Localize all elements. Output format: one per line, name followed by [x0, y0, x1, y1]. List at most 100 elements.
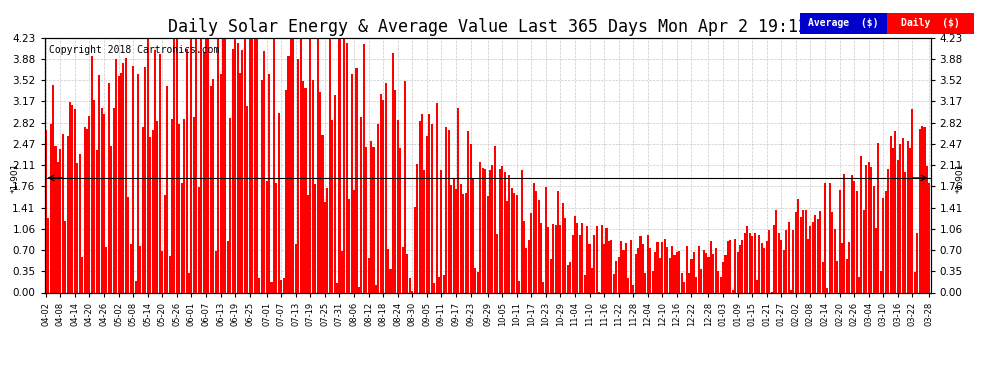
- Bar: [118, 76, 120, 292]
- Bar: [258, 278, 260, 292]
- Bar: [215, 251, 217, 292]
- Bar: [317, 38, 319, 292]
- Bar: [426, 136, 428, 292]
- Bar: [346, 43, 347, 292]
- Bar: [661, 242, 663, 292]
- Bar: [564, 218, 566, 292]
- Text: Average  ($): Average ($): [808, 18, 879, 28]
- Bar: [783, 250, 785, 292]
- Bar: [924, 127, 926, 292]
- Bar: [251, 38, 253, 292]
- Bar: [501, 165, 503, 292]
- Bar: [768, 230, 770, 292]
- Bar: [543, 282, 545, 292]
- Bar: [810, 226, 812, 292]
- Bar: [753, 233, 755, 292]
- Bar: [74, 109, 76, 292]
- Bar: [552, 224, 554, 292]
- Bar: [535, 190, 538, 292]
- Bar: [710, 241, 712, 292]
- Bar: [419, 121, 421, 292]
- Bar: [248, 38, 250, 292]
- Bar: [180, 183, 183, 292]
- Bar: [885, 191, 887, 292]
- Bar: [509, 176, 511, 292]
- Bar: [69, 102, 71, 292]
- Bar: [646, 235, 648, 292]
- Bar: [110, 146, 112, 292]
- Bar: [566, 265, 568, 292]
- Bar: [574, 216, 576, 292]
- Bar: [538, 200, 540, 292]
- Bar: [703, 250, 705, 292]
- Bar: [83, 126, 86, 292]
- Bar: [751, 236, 753, 292]
- Bar: [198, 187, 200, 292]
- Bar: [773, 225, 775, 292]
- Bar: [819, 211, 821, 292]
- Bar: [690, 259, 693, 292]
- Bar: [875, 228, 877, 292]
- Bar: [678, 252, 680, 292]
- Bar: [205, 38, 207, 292]
- Bar: [222, 38, 224, 292]
- Bar: [149, 137, 151, 292]
- Bar: [469, 144, 471, 292]
- Bar: [147, 38, 148, 292]
- Bar: [273, 38, 275, 292]
- Bar: [387, 249, 389, 292]
- Bar: [156, 121, 158, 292]
- Bar: [370, 141, 372, 292]
- Bar: [858, 277, 860, 292]
- Bar: [416, 164, 418, 292]
- Bar: [128, 197, 130, 292]
- Bar: [518, 281, 520, 292]
- Bar: [76, 163, 78, 292]
- Bar: [663, 239, 666, 292]
- Bar: [739, 245, 742, 292]
- Bar: [81, 256, 83, 292]
- Bar: [350, 75, 352, 292]
- Bar: [725, 255, 727, 292]
- Bar: [344, 38, 346, 292]
- Bar: [135, 281, 137, 292]
- Bar: [429, 114, 431, 292]
- Bar: [101, 108, 103, 292]
- Bar: [158, 54, 161, 292]
- Bar: [889, 136, 892, 292]
- Bar: [491, 165, 493, 292]
- Bar: [178, 123, 180, 292]
- Bar: [484, 169, 486, 292]
- Bar: [203, 52, 205, 292]
- Bar: [531, 213, 533, 292]
- Bar: [103, 114, 105, 292]
- Bar: [499, 169, 501, 292]
- Bar: [897, 160, 899, 292]
- Bar: [544, 187, 546, 292]
- Bar: [482, 168, 484, 292]
- Bar: [681, 273, 683, 292]
- Bar: [533, 183, 535, 292]
- Bar: [384, 83, 387, 292]
- Bar: [96, 150, 98, 292]
- Bar: [295, 244, 297, 292]
- Bar: [54, 146, 56, 292]
- Bar: [758, 236, 760, 292]
- Bar: [521, 171, 523, 292]
- Bar: [300, 38, 302, 292]
- Bar: [227, 241, 229, 292]
- Bar: [850, 175, 852, 292]
- Bar: [329, 38, 331, 292]
- Bar: [64, 221, 66, 292]
- Bar: [916, 234, 919, 292]
- Bar: [98, 75, 100, 292]
- Bar: [91, 56, 93, 292]
- Bar: [613, 274, 615, 292]
- Bar: [195, 38, 197, 292]
- Bar: [380, 93, 382, 292]
- Bar: [232, 50, 234, 292]
- Bar: [472, 178, 474, 292]
- Bar: [673, 255, 675, 292]
- Bar: [929, 183, 931, 292]
- Bar: [339, 38, 341, 292]
